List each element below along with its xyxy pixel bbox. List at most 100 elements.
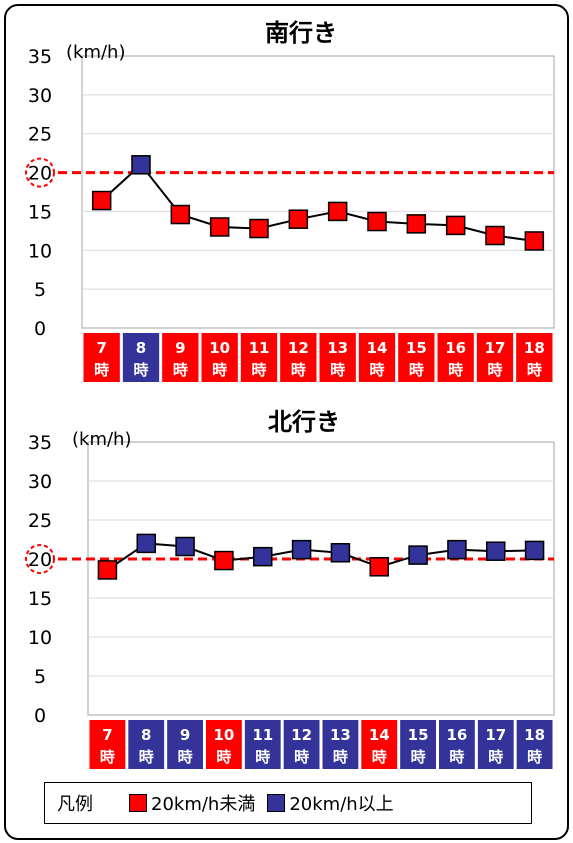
y-tick-label: 15: [28, 588, 52, 610]
category-label: 15: [408, 726, 429, 744]
data-point: [408, 545, 428, 565]
category-suffix: 時: [449, 748, 464, 766]
category-box: [400, 720, 436, 769]
data-point: [369, 557, 389, 577]
category-label: 18: [524, 726, 545, 744]
category-suffix: 時: [527, 748, 542, 766]
category-label: 15: [406, 339, 427, 357]
category-label: 7: [102, 726, 112, 744]
y-tick-label: 0: [34, 705, 46, 727]
category-box: [201, 333, 238, 382]
data-point: [524, 540, 545, 561]
y-tick-label: 5: [34, 279, 46, 301]
plot-area: [87, 441, 555, 716]
category-suffix: 時: [173, 361, 188, 379]
y-tick-label: 0: [34, 318, 46, 340]
data-point: [136, 533, 156, 554]
category-label: 14: [369, 726, 390, 744]
category-suffix: 時: [251, 361, 266, 379]
category-suffix: 時: [487, 361, 502, 379]
y-unit-label: (km/h): [66, 42, 125, 63]
data-point: [97, 560, 118, 580]
category-suffix: 時: [255, 748, 270, 766]
category-label: 9: [180, 726, 190, 744]
data-point: [253, 546, 273, 567]
category-suffix: 時: [369, 361, 384, 379]
category-box: [398, 333, 435, 382]
figure-frame: [4, 4, 569, 840]
threshold-tick-highlight: [25, 157, 55, 188]
category-suffix: 時: [294, 748, 309, 766]
data-point: [447, 539, 467, 560]
y-tick-label: 30: [28, 471, 52, 493]
y-tick-label: 30: [28, 85, 52, 107]
category-box: [322, 720, 359, 769]
series-line: [101, 163, 535, 242]
category-suffix: 時: [94, 361, 109, 379]
data-point: [91, 190, 112, 211]
data-point: [249, 218, 269, 239]
y-tick-label: 25: [28, 510, 52, 532]
category-box: [358, 333, 396, 382]
category-box: [83, 333, 120, 382]
data-point: [288, 209, 309, 229]
chart-title: 北行き: [268, 408, 340, 436]
chart-1: 南行き 0 5 10 15 20 25 30 35 (km/h) 7 時 8 時 9 時 10 時 11 時 12 時 13…: [25, 19, 555, 382]
category-suffix: 時: [133, 361, 148, 379]
y-tick-label: 15: [28, 201, 52, 223]
category-label: 12: [288, 339, 309, 357]
category-box: [244, 720, 281, 769]
category-box: [122, 333, 160, 382]
category-label: 17: [485, 726, 506, 744]
category-label: 10: [209, 339, 230, 357]
y-tick-label: 10: [28, 240, 52, 262]
data-point: [175, 536, 195, 557]
data-point: [524, 231, 545, 251]
category-label: 13: [327, 339, 348, 357]
y-unit-label: (km/h): [72, 429, 131, 450]
data-point: [291, 539, 312, 560]
category-suffix: 時: [100, 748, 115, 766]
category-label: 8: [136, 339, 146, 357]
category-label: 17: [485, 339, 506, 357]
category-label: 12: [291, 726, 312, 744]
category-box: [476, 333, 514, 382]
category-box: [516, 720, 553, 769]
category-label: 13: [330, 726, 351, 744]
chart-title: 南行き: [265, 19, 337, 47]
category-box: [167, 720, 203, 769]
category-label: 14: [367, 339, 388, 357]
chart-2: 北行き 0 5 10 15 20 25 30 35 (km/h) 7 時 8 時 9 時 10 時 11 時 12 時 13…: [25, 408, 555, 769]
category-suffix: 時: [411, 748, 426, 766]
data-point: [367, 211, 387, 232]
category-box: [89, 720, 126, 769]
category-box: [162, 333, 199, 382]
category-suffix: 時: [212, 361, 227, 379]
category-label: 16: [445, 339, 466, 357]
category-suffix: 時: [448, 361, 463, 379]
category-label: 16: [446, 726, 467, 744]
category-suffix: 時: [488, 748, 503, 766]
data-point: [486, 541, 506, 561]
data-point: [445, 215, 466, 236]
category-suffix: 時: [139, 748, 154, 766]
category-suffix: 時: [333, 748, 348, 766]
threshold-tick-highlight: [25, 544, 55, 574]
category-suffix: 時: [291, 361, 306, 379]
plot-area: [81, 55, 555, 329]
legend: 凡例 20km/h未満 20km/h以上: [44, 782, 532, 824]
category-box: [477, 720, 514, 769]
series-line: [106, 542, 535, 571]
y-tick-label: 5: [34, 666, 46, 688]
data-point: [170, 204, 191, 225]
y-tick-label: 35: [28, 432, 52, 454]
category-box: [437, 333, 474, 382]
category-label: 18: [524, 339, 545, 357]
category-suffix: 時: [372, 748, 387, 766]
data-point: [131, 155, 151, 175]
y-tick-label: 20: [28, 549, 52, 571]
category-label: 10: [213, 726, 234, 744]
category-label: 8: [141, 726, 151, 744]
y-tick-label: 35: [28, 46, 52, 68]
